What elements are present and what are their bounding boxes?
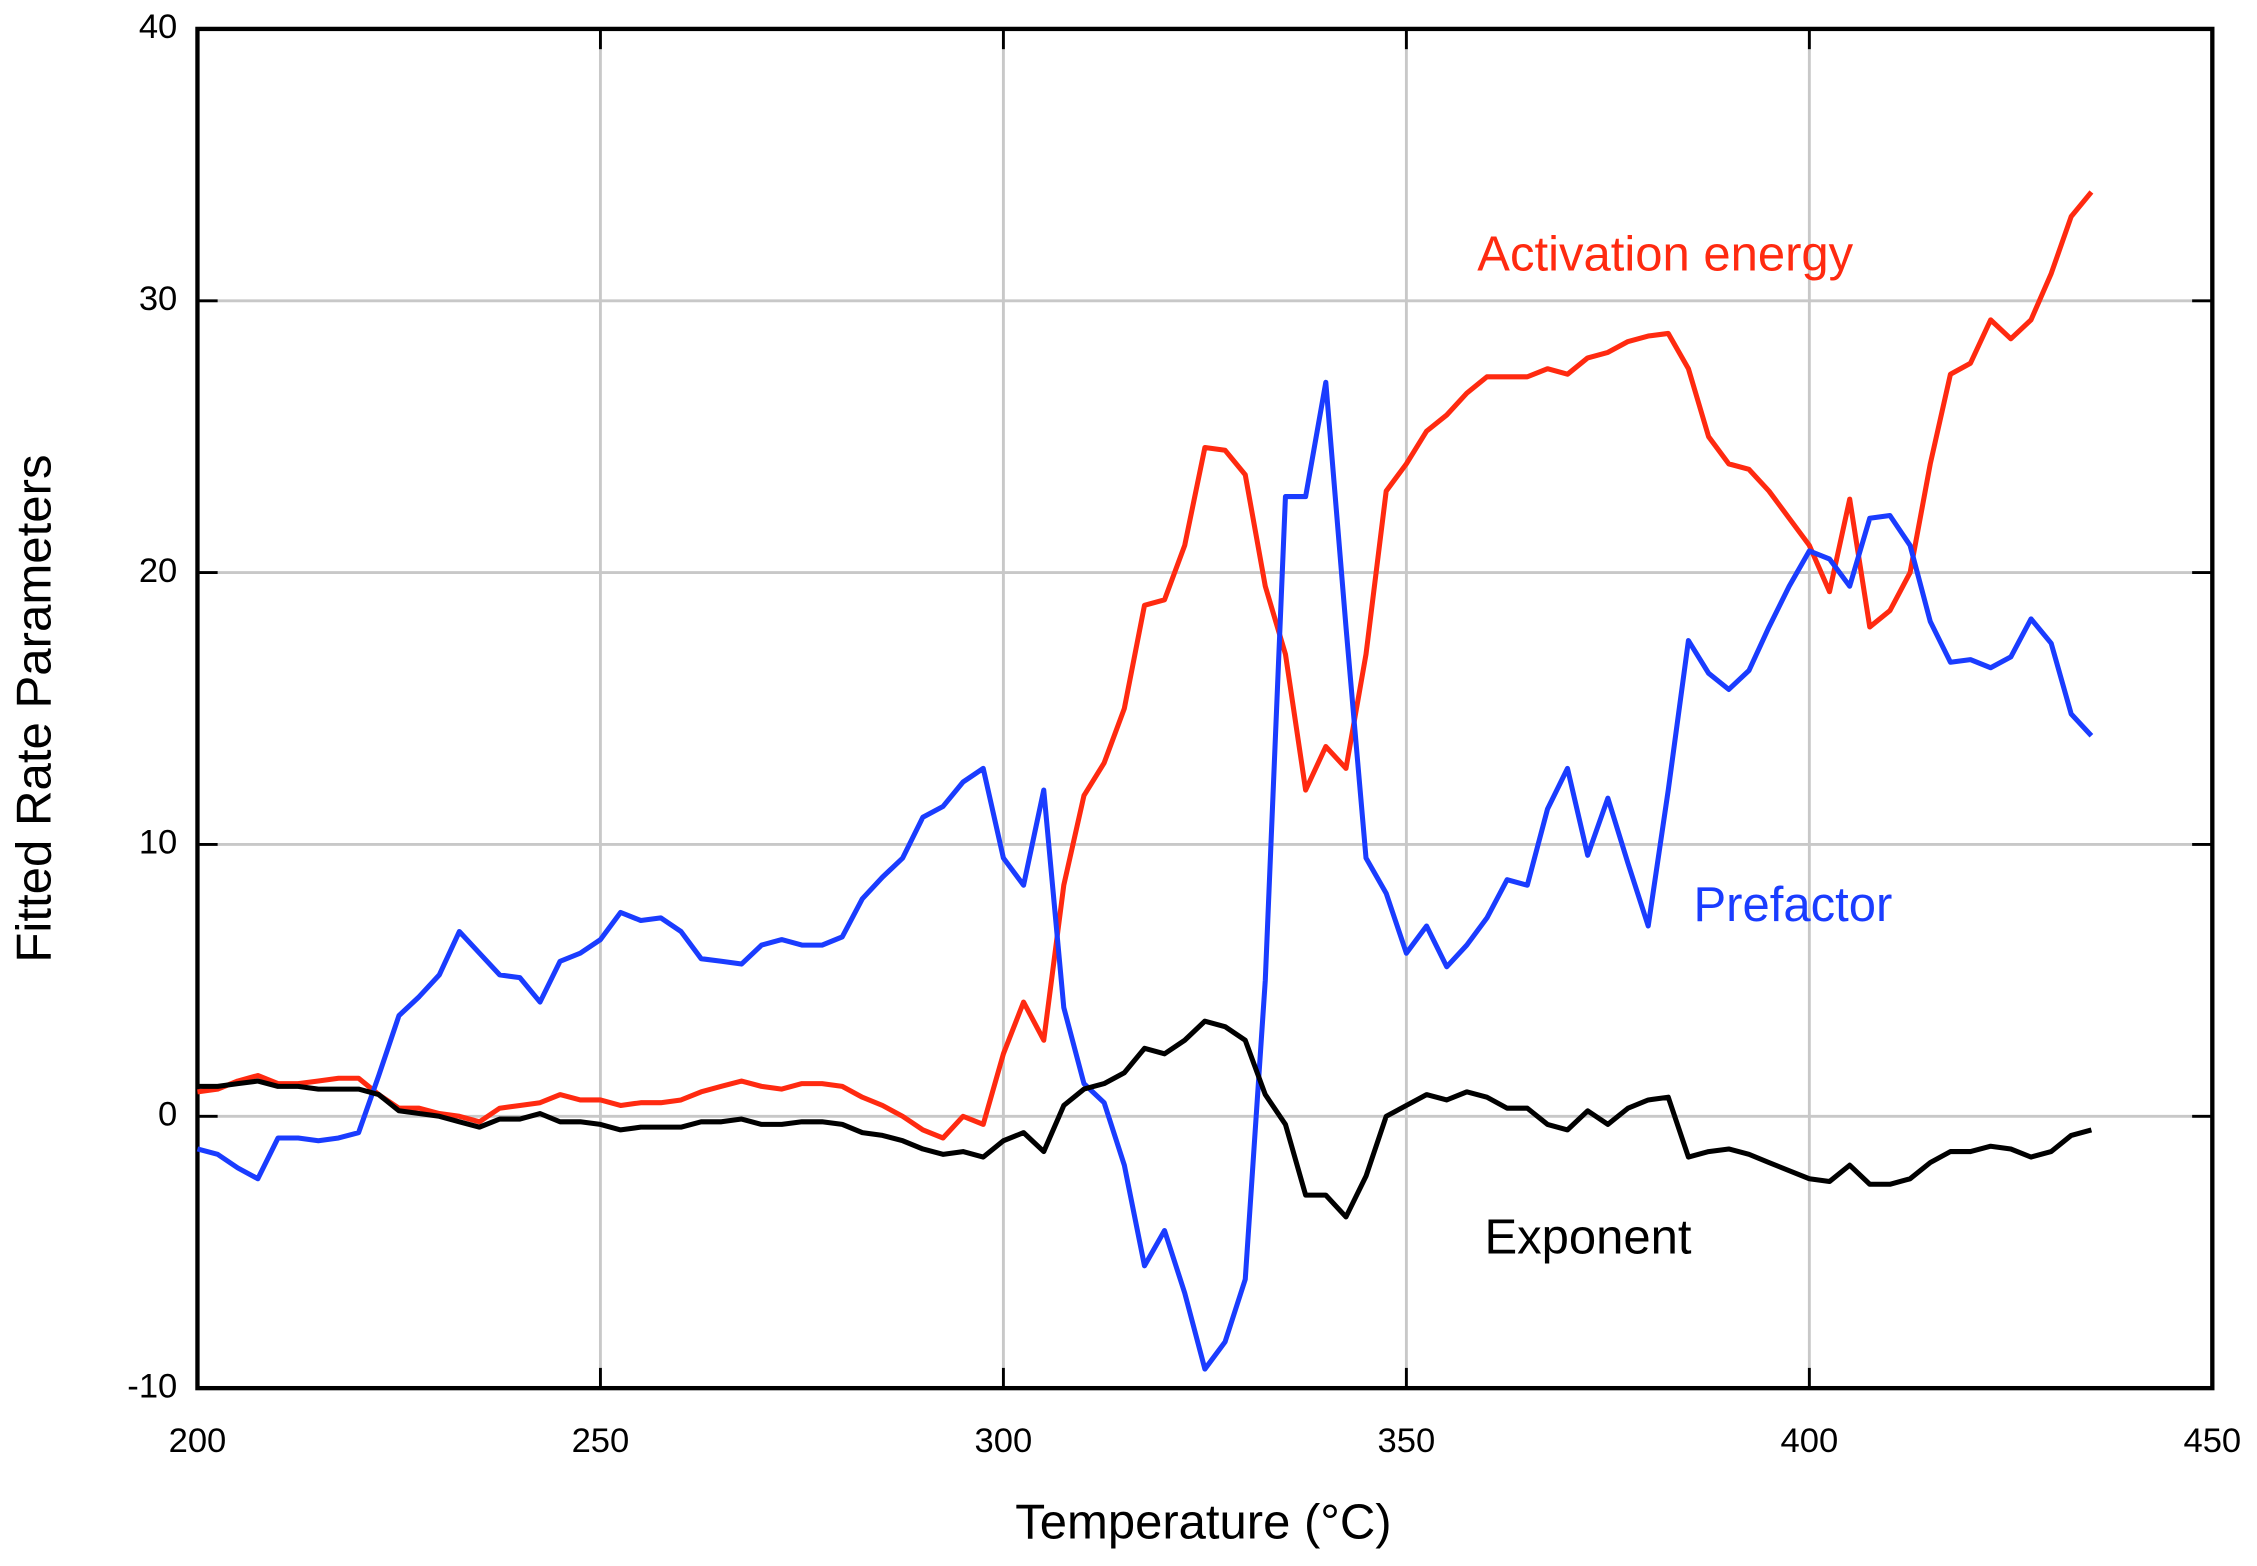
series-label: Prefactor [1693,878,1892,932]
x-tick-label: 350 [1378,1422,1436,1460]
y-tick-label: 40 [139,8,177,46]
line-series [197,1018,2093,1220]
x-axis-label: Temperature (°C) [1015,1495,1391,1549]
y-tick-label: 30 [139,280,177,318]
series-label: Exponent [1484,1211,1691,1265]
y-axis-label: Fitted Rate Parameters [7,454,61,962]
series-label: Activation energy [1477,227,1853,281]
y-tick-label: -10 [127,1367,177,1405]
x-tick-label: 400 [1781,1422,1839,1460]
y-tick-label: 10 [139,824,177,862]
line-series [197,190,2094,1141]
x-tick-label: 250 [572,1422,630,1460]
y-tick-label: 20 [139,552,177,590]
x-tick-label: 300 [975,1422,1033,1460]
x-tick-label: 200 [169,1422,227,1460]
y-tick-label: 0 [158,1095,177,1133]
x-tick-label: 450 [2183,1422,2241,1460]
plot-frame [195,26,2215,1391]
line-series [196,379,2094,1372]
